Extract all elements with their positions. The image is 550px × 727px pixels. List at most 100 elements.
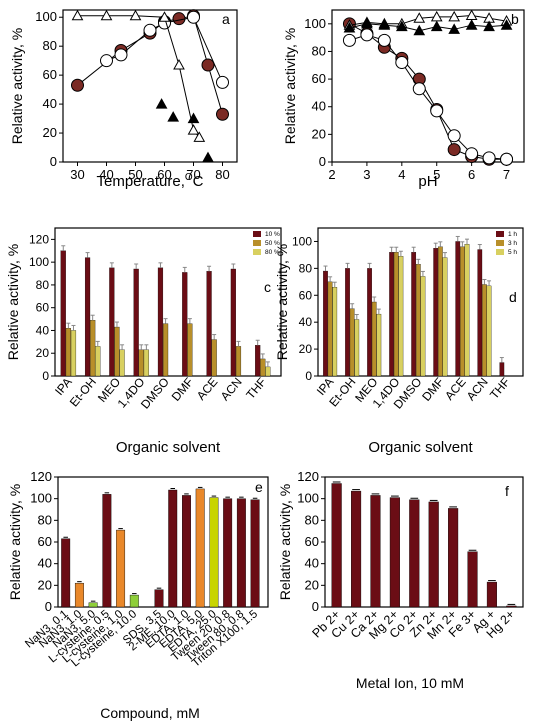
series-line: [77, 15, 200, 138]
bar: [332, 287, 338, 377]
y-tick-label: 120: [29, 232, 49, 246]
data-point: [143, 23, 157, 37]
panel-label-c: c: [264, 279, 271, 295]
bar: [70, 330, 77, 377]
bar: [95, 346, 101, 377]
x-tick-label: DMF: [169, 375, 196, 404]
x-axis-label: Metal Ion, 10 mM: [356, 675, 464, 691]
y-tick-label: 20: [299, 342, 313, 356]
y-tick-label: 120: [297, 469, 319, 484]
bar: [90, 320, 96, 377]
legend-label: 50 %: [265, 240, 280, 247]
y-tick-label: 60: [38, 534, 52, 549]
y-tick-label: 120: [30, 469, 52, 484]
y-tick-label: 80: [312, 43, 326, 58]
bar: [154, 589, 164, 608]
bar: [367, 268, 372, 377]
bar: [428, 501, 439, 608]
bar: [460, 246, 465, 377]
data-point: [378, 19, 391, 30]
data-point: [158, 11, 171, 22]
x-tick-label: 4: [398, 167, 405, 182]
legend-swatch: [496, 231, 504, 237]
legend-swatch: [253, 240, 261, 246]
data-point: [395, 56, 409, 70]
bar: [389, 497, 400, 608]
bar: [486, 581, 497, 608]
bar: [411, 252, 417, 377]
x-tick-label: ACN: [464, 375, 491, 403]
data-point: [343, 21, 356, 33]
bar: [464, 243, 470, 377]
bar: [182, 495, 191, 608]
data-point: [465, 9, 478, 21]
data-point: [500, 152, 514, 166]
data-point: [187, 112, 200, 124]
x-tick-label: 3: [363, 167, 370, 182]
data-point: [448, 23, 461, 34]
bar: [499, 362, 505, 377]
bar: [393, 252, 399, 377]
data-point: [482, 151, 496, 165]
data-point: [201, 58, 215, 72]
legend-swatch: [253, 249, 261, 255]
bar: [162, 323, 169, 377]
bar: [409, 499, 420, 608]
y-tick-label: 20: [305, 577, 319, 592]
y-tick-label: 80: [305, 512, 319, 527]
x-axis-label: Temperature,OC: [97, 172, 204, 190]
bar: [236, 498, 246, 608]
bar: [168, 489, 178, 608]
x-axis-label: Compound, mM: [100, 705, 200, 721]
x-tick-label: DMF: [419, 375, 446, 404]
y-tick-label: 40: [43, 96, 57, 111]
x-tick-label: 50: [128, 167, 142, 182]
bar: [255, 345, 261, 377]
panel-label-d: d: [509, 289, 517, 305]
panel-b-frame: [331, 9, 525, 163]
series-line: [349, 14, 507, 26]
data-point: [500, 19, 513, 30]
bar: [223, 498, 233, 608]
y-tick-label: 60: [43, 67, 57, 82]
bar: [398, 256, 404, 377]
bar: [133, 268, 139, 377]
data-point: [71, 9, 84, 21]
y-tick-label: 80: [299, 261, 313, 275]
bar: [477, 249, 483, 377]
y-tick-label: 40: [312, 99, 326, 114]
bar: [370, 495, 381, 608]
legend-label: 3 h: [508, 240, 517, 247]
bar: [119, 349, 125, 377]
data-point: [412, 82, 426, 96]
bar: [349, 308, 355, 377]
bar: [323, 270, 328, 377]
y-tick-label: 100: [30, 491, 52, 506]
bar: [209, 497, 219, 608]
data-point: [167, 111, 180, 122]
data-point: [187, 124, 200, 135]
y-tick-label: 60: [312, 71, 326, 86]
y-tick-label: 80: [38, 512, 52, 527]
x-tick-label: 70: [186, 167, 200, 182]
data-point: [155, 98, 168, 109]
data-point: [448, 10, 461, 22]
bar: [354, 319, 360, 377]
bar: [182, 272, 188, 377]
y-tick-label: 60: [36, 301, 50, 315]
x-tick-label: ACN: [218, 375, 245, 403]
bar: [74, 582, 84, 608]
bar: [420, 276, 426, 377]
data-point: [187, 10, 200, 24]
y-tick-label: 40: [38, 556, 52, 571]
x-tick-label: Et-OH: [67, 375, 99, 410]
y-tick-label: 40: [299, 315, 313, 329]
x-axis-label: Organic solvent: [368, 439, 473, 456]
y-tick-label: 60: [305, 534, 319, 549]
data-point: [216, 107, 229, 121]
bar: [114, 326, 120, 377]
bar: [187, 323, 193, 377]
bar: [345, 268, 350, 377]
bar: [265, 366, 271, 377]
y-tick-label: 0: [50, 154, 57, 169]
